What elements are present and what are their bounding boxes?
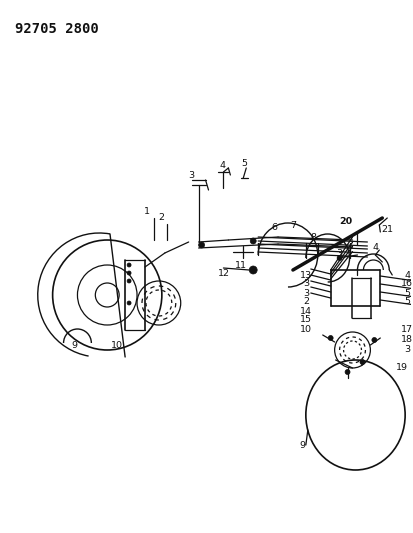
Circle shape [336,255,341,261]
Text: 16: 16 [400,279,412,288]
Text: 14: 14 [299,306,311,316]
Text: 5: 5 [403,288,409,297]
Text: 2: 2 [157,214,164,222]
Text: 2: 2 [302,297,308,306]
Text: 10: 10 [299,325,311,334]
Text: 1: 1 [144,207,150,216]
Text: 4: 4 [371,244,377,253]
Circle shape [249,266,256,274]
Text: 92705 2800: 92705 2800 [15,22,98,36]
Text: 20: 20 [338,217,351,227]
Text: 3: 3 [302,279,308,288]
Circle shape [344,369,349,375]
Text: 4: 4 [403,271,409,279]
Text: 5: 5 [241,159,247,168]
Circle shape [127,279,131,283]
Text: 21: 21 [380,225,392,235]
Circle shape [198,242,204,248]
Text: 3: 3 [336,249,342,259]
Text: 15: 15 [299,316,311,325]
Text: 7: 7 [289,222,295,230]
Text: 11: 11 [235,261,247,270]
Circle shape [127,263,131,267]
Text: 9: 9 [299,440,305,449]
Circle shape [359,359,364,365]
Text: 9: 9 [71,341,77,350]
Text: 17: 17 [400,326,412,335]
Circle shape [127,301,131,305]
Circle shape [127,271,131,275]
Text: 12: 12 [217,270,229,279]
Text: 3: 3 [188,171,194,180]
Text: 19: 19 [395,364,407,373]
Text: 3: 3 [403,345,409,354]
Text: 6: 6 [271,223,276,232]
Text: 8: 8 [310,232,316,241]
Text: 18: 18 [400,335,412,344]
Text: 3: 3 [302,288,308,297]
Circle shape [371,337,376,343]
Circle shape [328,335,332,341]
Text: 5: 5 [403,297,409,306]
Circle shape [249,238,256,244]
Text: 4: 4 [219,160,225,169]
Text: 13: 13 [299,271,311,279]
Text: 10: 10 [111,341,123,350]
